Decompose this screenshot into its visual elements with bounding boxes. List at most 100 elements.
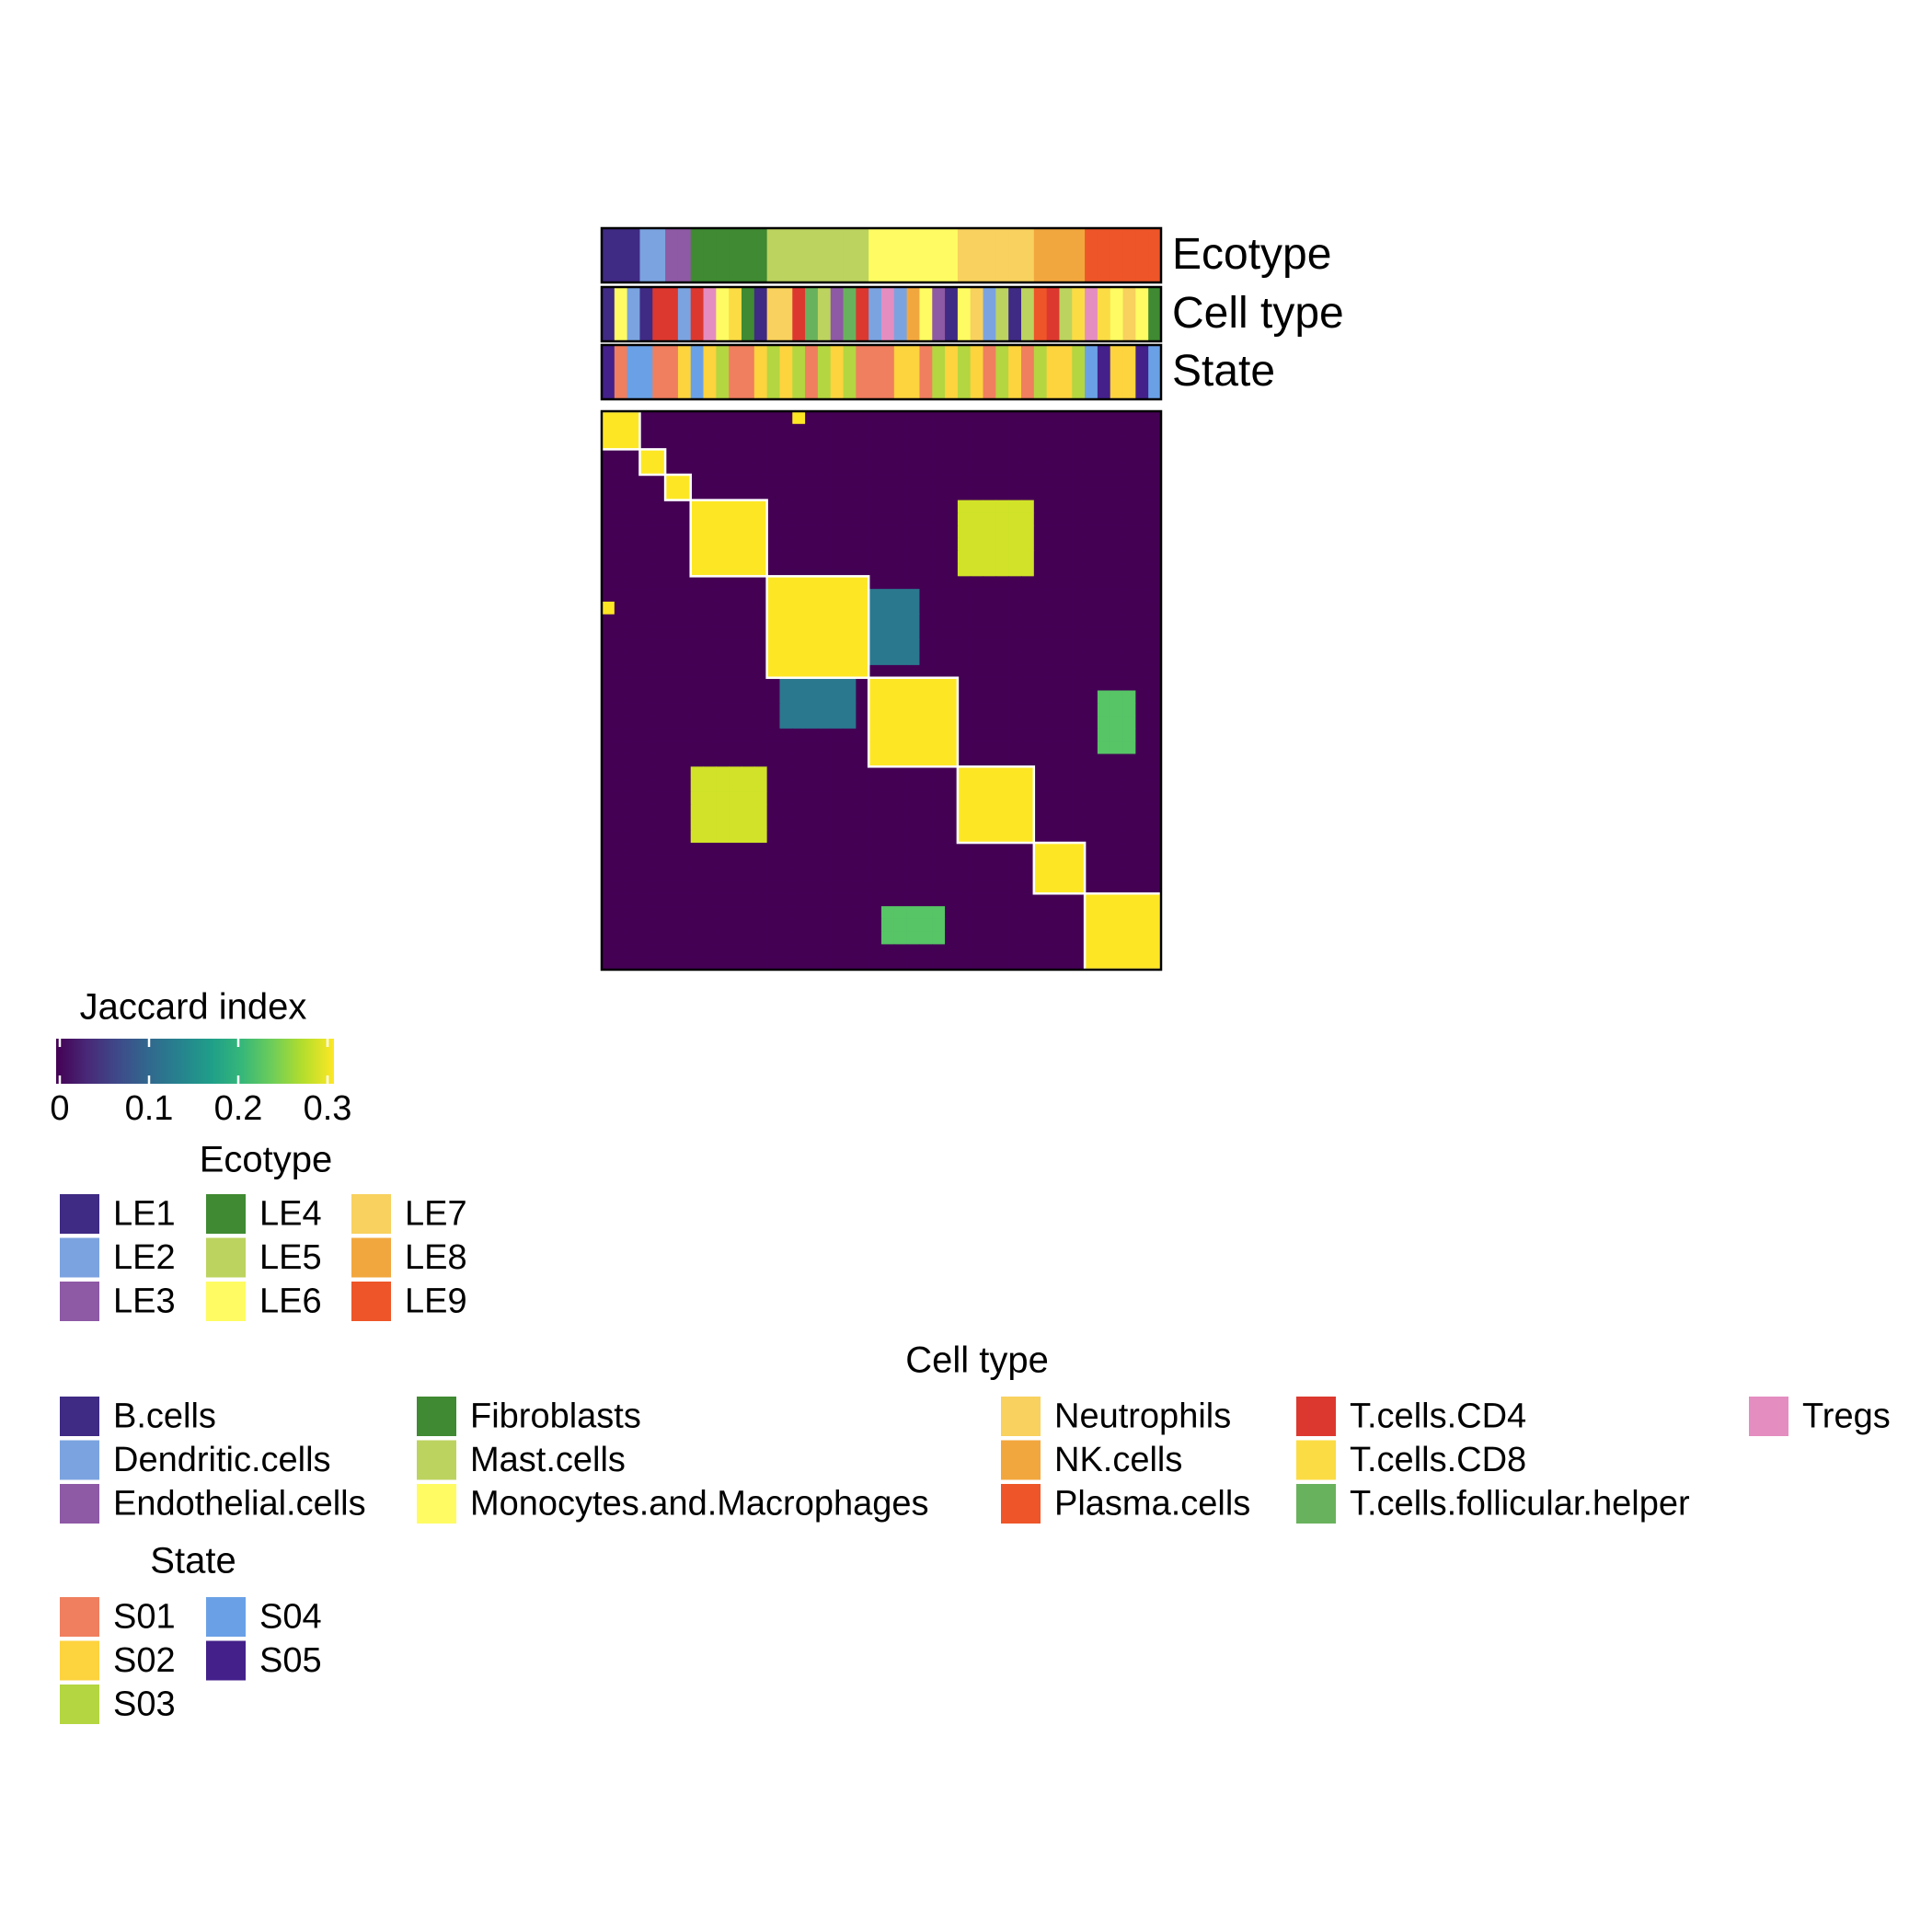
heatmap-cell	[1021, 753, 1035, 767]
legend-swatch	[417, 1484, 456, 1524]
heatmap-cell	[753, 677, 768, 692]
heatmap-cell	[665, 677, 679, 692]
heatmap-cell	[817, 804, 832, 819]
heatmap-cell	[703, 576, 717, 590]
heatmap-cell	[665, 423, 679, 438]
heatmap-cell	[856, 766, 869, 780]
heatmap-cell	[652, 436, 666, 450]
heatmap-cell	[868, 766, 882, 780]
heatmap-cell	[703, 703, 717, 717]
heatmap-cell	[627, 614, 641, 628]
heatmap-cell	[729, 703, 742, 717]
heatmap-cell	[1033, 703, 1048, 717]
heatmap-cell	[779, 500, 793, 513]
heatmap-cell	[843, 563, 857, 577]
annotation-cell	[627, 287, 641, 341]
heatmap-cell	[1059, 918, 1073, 933]
heatmap-cell	[830, 550, 845, 565]
heatmap-cell	[881, 804, 895, 819]
annotation-cell	[957, 228, 972, 282]
heatmap-cell	[602, 576, 615, 590]
heatmap-cell	[1046, 411, 1061, 425]
heatmap-cell	[1021, 436, 1035, 450]
heatmap-cell	[893, 918, 908, 933]
heatmap-cell	[729, 411, 742, 425]
annotation-cell	[742, 228, 755, 282]
heatmap-cell	[805, 601, 819, 615]
annotation-cell	[792, 228, 806, 282]
heatmap-cell	[881, 423, 895, 438]
heatmap-cell	[817, 791, 832, 806]
annotation-cell	[1072, 228, 1086, 282]
heatmap-cell	[677, 830, 692, 844]
heatmap-cell	[983, 791, 996, 806]
heatmap-cell	[893, 817, 908, 831]
annotation-cell	[753, 287, 768, 341]
heatmap-cell	[1008, 957, 1022, 971]
heatmap-cell	[1122, 779, 1136, 793]
heatmap-cell	[1148, 893, 1162, 907]
heatmap-cell	[919, 589, 933, 603]
heatmap-cell	[856, 500, 869, 513]
heatmap-cell	[792, 703, 806, 717]
annotation-cell	[843, 345, 857, 399]
heatmap-cell	[690, 639, 705, 653]
heatmap-cell	[729, 741, 742, 755]
heatmap-cell	[703, 487, 717, 501]
heatmap-cell	[652, 614, 666, 628]
heatmap-cell	[677, 868, 692, 882]
heatmap-cell	[639, 753, 653, 767]
annotation-cell	[1046, 287, 1061, 341]
heatmap-cell	[932, 601, 946, 615]
annotation-cell	[1059, 228, 1073, 282]
heatmap-cell	[652, 944, 666, 958]
heatmap-cell	[995, 537, 1009, 552]
legend-label: T.cells.CD8	[1350, 1441, 1526, 1479]
heatmap-cell	[627, 779, 641, 793]
heatmap-cell	[932, 791, 946, 806]
heatmap-cell	[792, 690, 806, 704]
annotation-cell	[729, 287, 742, 341]
heatmap-cell	[919, 741, 933, 755]
heatmap-cell	[805, 664, 819, 679]
heatmap-cell	[614, 614, 628, 628]
annotation-cell	[1033, 287, 1048, 341]
heatmap-cell	[639, 716, 653, 730]
heatmap-cell	[983, 893, 996, 907]
heatmap-cell	[932, 474, 946, 489]
heatmap-cell	[652, 677, 666, 692]
heatmap-cell	[1059, 830, 1073, 844]
heatmap-cell	[614, 589, 628, 603]
heatmap-cell	[716, 703, 730, 717]
annotation-cell	[627, 345, 641, 399]
heatmap-cell	[652, 880, 666, 894]
heatmap-cell	[690, 690, 705, 704]
heatmap-cell	[779, 944, 793, 958]
heatmap-cell	[843, 550, 857, 565]
heatmap-cell	[805, 677, 819, 692]
heatmap-cell	[830, 843, 845, 857]
heatmap-cell	[753, 601, 768, 615]
heatmap-cell	[1135, 652, 1149, 666]
heatmap-cell	[1097, 449, 1111, 463]
heatmap-cell	[932, 918, 946, 933]
heatmap-cell	[1072, 944, 1086, 958]
annotation-cell	[703, 287, 717, 341]
heatmap-cell	[957, 652, 972, 666]
heatmap-cell	[792, 627, 806, 640]
heatmap-cell	[614, 512, 628, 526]
heatmap-cell	[881, 411, 895, 425]
heatmap-cell	[1135, 830, 1149, 844]
heatmap-cell	[893, 664, 908, 679]
heatmap-cell	[627, 449, 641, 463]
heatmap-cell	[779, 525, 793, 539]
heatmap-cell	[919, 563, 933, 577]
heatmap-cell	[983, 423, 996, 438]
heatmap-cell	[1085, 753, 1098, 767]
heatmap-cell	[1135, 703, 1149, 717]
heatmap-cell	[703, 690, 717, 704]
heatmap-cell	[932, 779, 946, 793]
heatmap-cell	[602, 906, 615, 920]
heatmap-cell	[817, 944, 832, 958]
heatmap-cell	[843, 677, 857, 692]
